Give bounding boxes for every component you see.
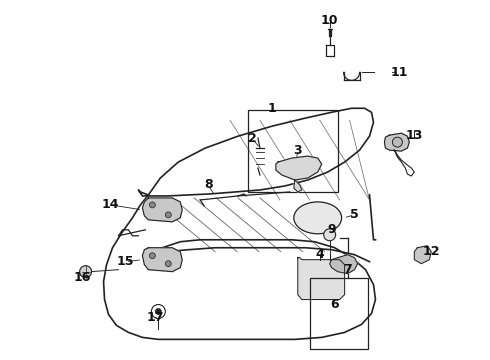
Polygon shape: [294, 180, 302, 192]
Text: 8: 8: [204, 179, 213, 192]
Text: 17: 17: [147, 311, 164, 324]
Circle shape: [80, 266, 92, 278]
Text: 16: 16: [74, 271, 91, 284]
Polygon shape: [385, 133, 409, 151]
Circle shape: [165, 261, 172, 267]
Polygon shape: [276, 156, 322, 180]
Text: 10: 10: [321, 14, 339, 27]
Text: 1: 1: [268, 102, 276, 115]
Polygon shape: [143, 198, 182, 222]
Polygon shape: [415, 246, 431, 264]
Text: 14: 14: [102, 198, 119, 211]
Text: 12: 12: [422, 245, 440, 258]
Text: 6: 6: [330, 298, 339, 311]
Text: 9: 9: [327, 223, 336, 236]
Polygon shape: [330, 255, 358, 274]
Circle shape: [155, 309, 161, 315]
Circle shape: [165, 212, 172, 218]
Polygon shape: [143, 248, 182, 272]
Circle shape: [324, 229, 336, 241]
Text: 4: 4: [316, 248, 324, 261]
Text: 13: 13: [406, 129, 423, 142]
Text: 3: 3: [294, 144, 302, 157]
Text: 15: 15: [117, 255, 134, 268]
Ellipse shape: [294, 202, 342, 234]
Circle shape: [149, 253, 155, 259]
Circle shape: [149, 202, 155, 208]
Text: 5: 5: [350, 208, 359, 221]
Text: 7: 7: [343, 263, 352, 276]
Text: 11: 11: [391, 66, 408, 79]
Bar: [310, 278, 368, 349]
Circle shape: [392, 137, 402, 147]
Bar: [248, 110, 338, 192]
Text: 2: 2: [247, 132, 256, 145]
Polygon shape: [298, 258, 344, 300]
